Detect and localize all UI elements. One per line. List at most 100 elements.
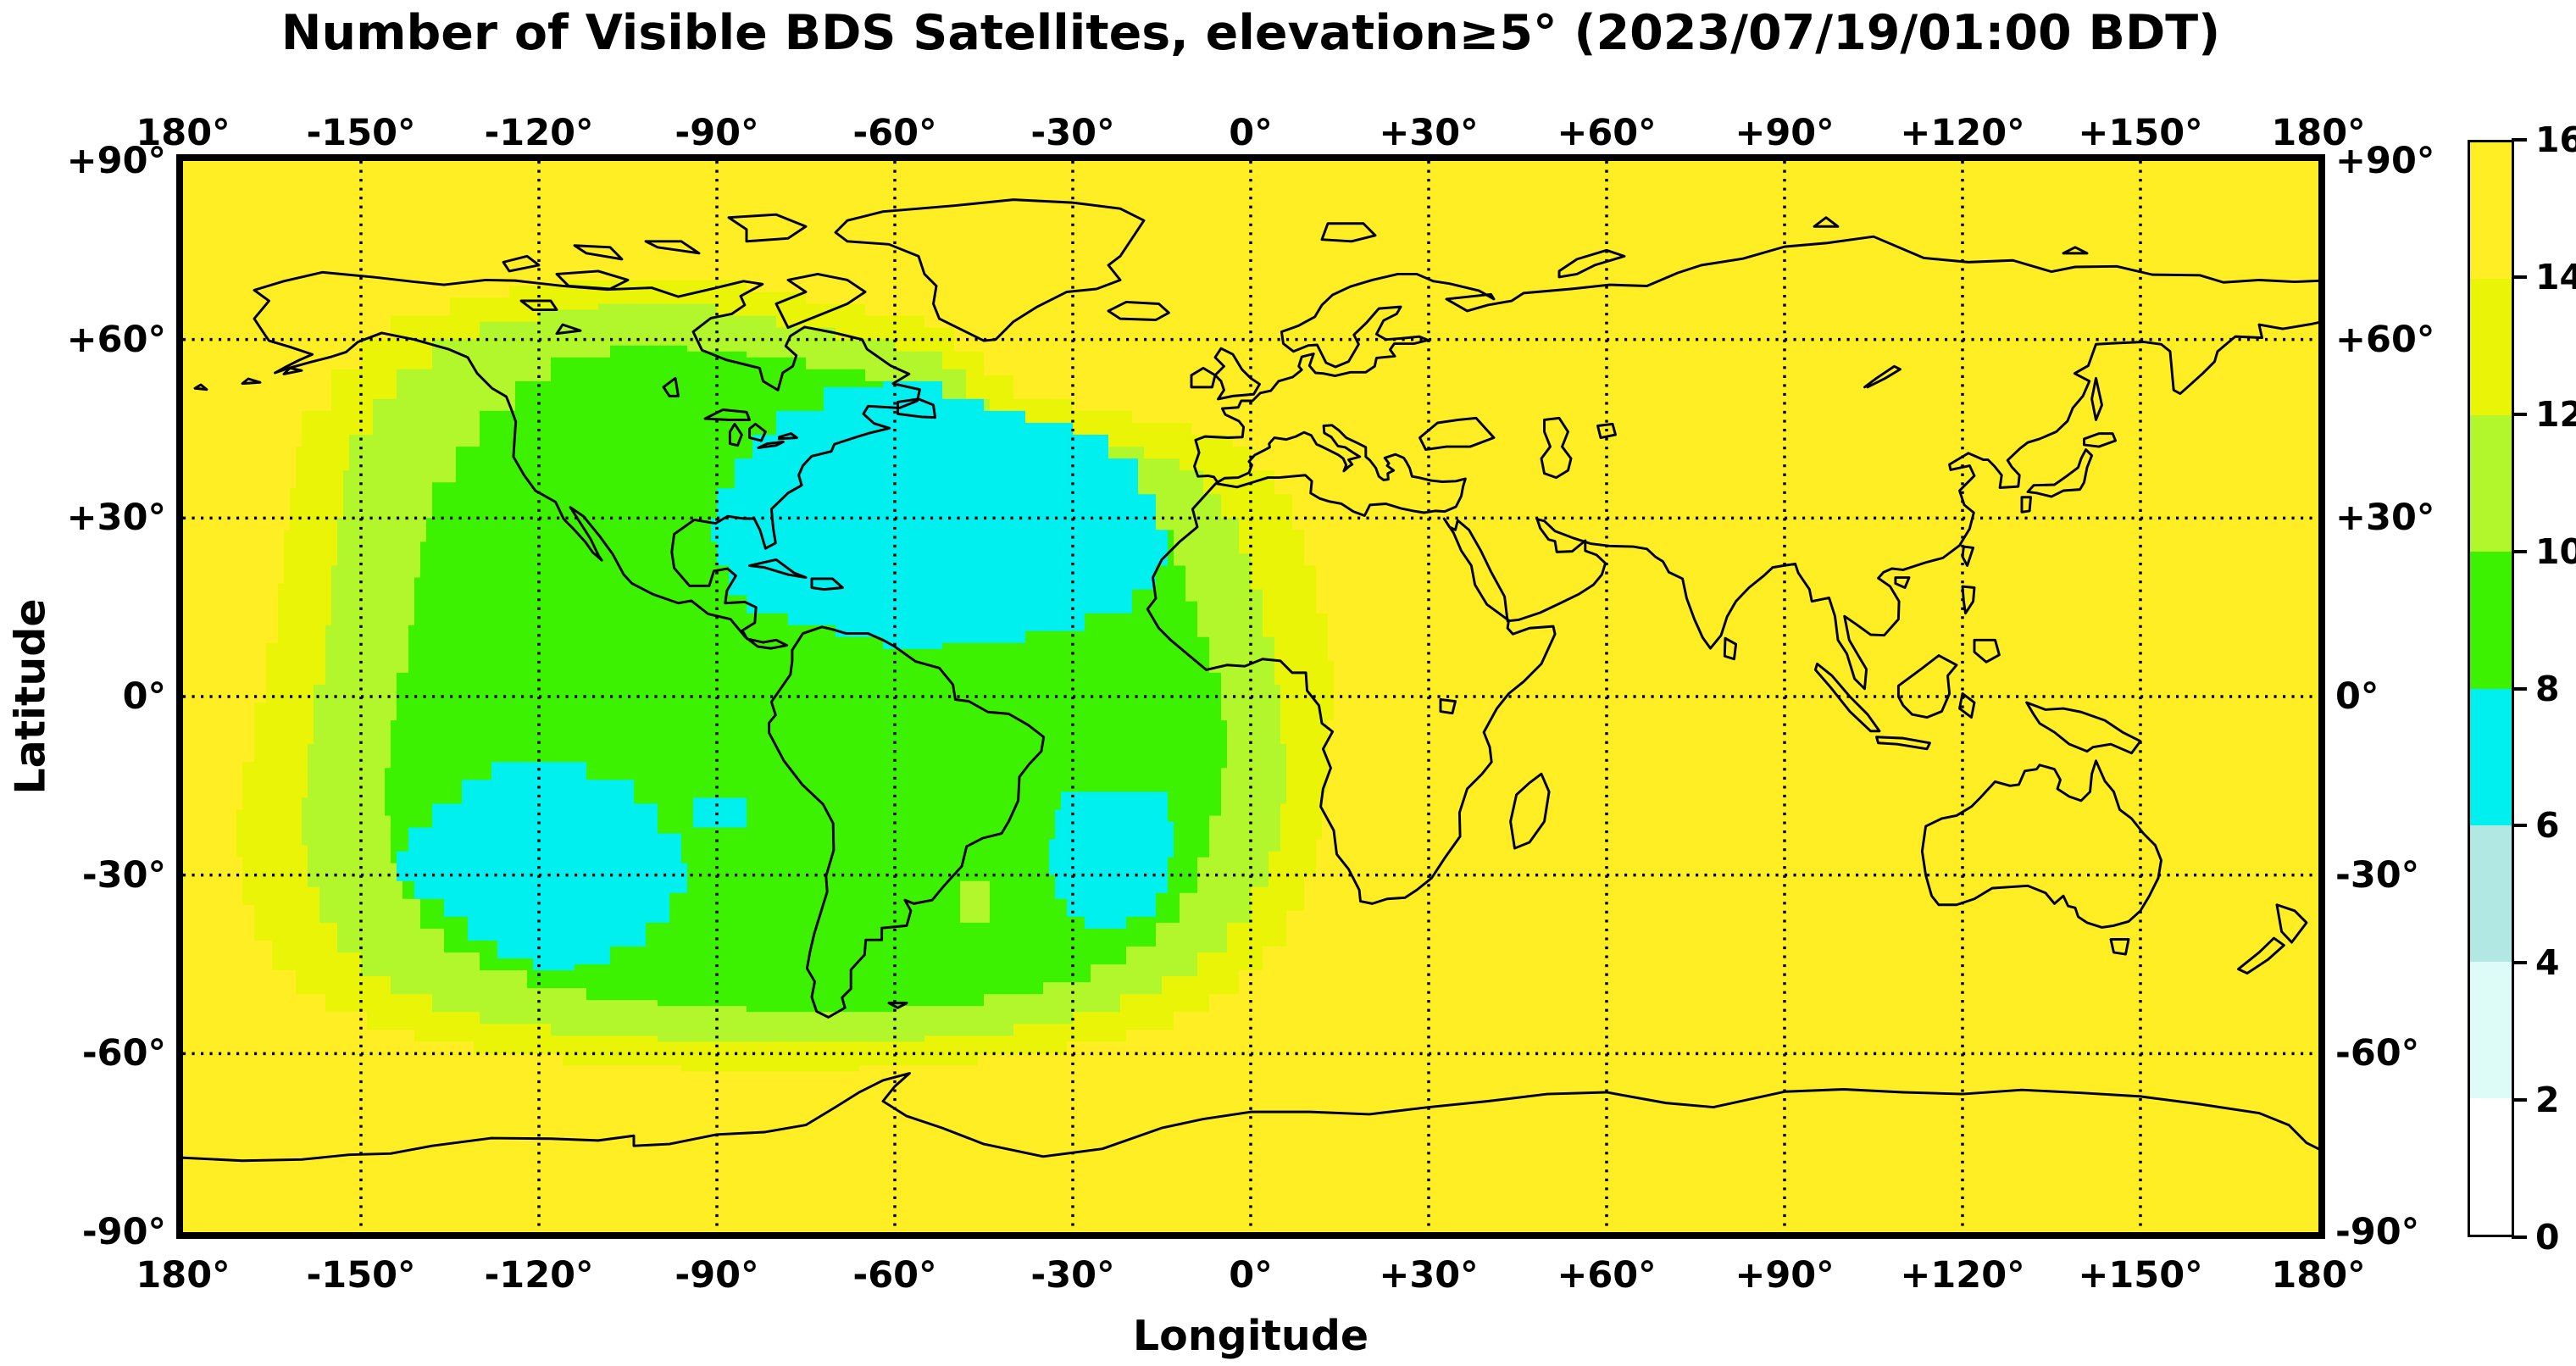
lat-tick-label-left: -90° xyxy=(81,1211,166,1253)
coastline-svalbard xyxy=(1320,222,1377,243)
coastline-aleutian-2 xyxy=(241,377,262,386)
plot-title: Number of Visible BDS Satellites, elevat… xyxy=(280,5,2221,61)
coastline-north-america xyxy=(253,270,921,650)
lon-tick-label-bottom: 180° xyxy=(2271,1254,2366,1297)
coastline-lake-erie xyxy=(757,440,785,449)
coastline-devon-island xyxy=(644,240,701,255)
coastline-taiwan xyxy=(1961,545,1975,567)
coastline-new-guinea xyxy=(2025,701,2142,755)
lon-tick-label-bottom: -60° xyxy=(852,1254,937,1297)
coastline-new-zealand-south xyxy=(2237,936,2285,975)
coastline-caspian-sea xyxy=(1540,416,1573,480)
coastline-luzon xyxy=(1961,585,1976,615)
coastline-black-sea xyxy=(1418,416,1496,452)
colorbar-tick-mark xyxy=(2512,275,2527,279)
band-region-6-8-galapagos-detached-cell xyxy=(693,797,747,828)
coastline-new-siberian-islands xyxy=(2062,246,2089,255)
lat-tick-label-right: 0° xyxy=(2335,675,2379,718)
lat-tick-label-right: +30° xyxy=(2335,497,2435,540)
lat-tick-label-left: +60° xyxy=(66,318,166,361)
coastline-sri-lanka xyxy=(1723,636,1738,661)
coastline-aleutian-1 xyxy=(193,383,208,391)
colorbar-segment-12-14 xyxy=(2470,279,2512,416)
lat-tick-label-left: +30° xyxy=(66,497,166,540)
colorbar-tick-mark xyxy=(2512,549,2527,553)
coastline-novaya-zemlya xyxy=(1557,248,1626,279)
lon-tick-label-top: -90° xyxy=(675,112,759,154)
lon-tick-label-bottom: -150° xyxy=(306,1254,416,1297)
coastline-borneo xyxy=(1896,654,1958,719)
colorbar-tick-label: 10 xyxy=(2535,530,2576,572)
coastline-mindanao xyxy=(1973,638,2001,664)
colorbar-tick-label: 2 xyxy=(2535,1080,2560,1121)
coastline-banks-island xyxy=(502,254,541,273)
colorbar-tick-label: 14 xyxy=(2535,256,2576,297)
lon-tick-label-bottom: +120° xyxy=(1900,1254,2025,1297)
colorbar-tick-label: 16 xyxy=(2535,119,2576,160)
coastline-falklands xyxy=(887,1002,908,1009)
coastline-hokkaido xyxy=(2083,432,2118,448)
band-region-10-12 xyxy=(960,880,990,923)
lon-tick-label-top: +60° xyxy=(1557,112,1657,154)
lat-tick-label-left: -60° xyxy=(81,1032,166,1075)
lon-tick-label-top: -150° xyxy=(306,112,416,154)
lat-tick-label-left: -30° xyxy=(81,853,166,897)
lon-tick-label-bottom: +30° xyxy=(1379,1254,1479,1297)
colorbar xyxy=(2468,140,2514,1237)
colorbar-segment-6-8 xyxy=(2470,688,2512,825)
coastline-greenland xyxy=(834,198,1146,342)
lon-tick-label-top: +90° xyxy=(1735,112,1835,154)
lon-tick-label-bottom: 180° xyxy=(136,1254,230,1297)
coastline-honshu xyxy=(2026,448,2094,498)
coastline-sakhalin xyxy=(2090,376,2103,421)
colorbar-segment-14-16 xyxy=(2470,142,2512,280)
coastline-lake-michigan xyxy=(728,422,743,447)
colorbar-segment-2-4 xyxy=(2470,961,2512,1098)
coastline-south-america xyxy=(768,625,1046,1019)
colorbar-tick-label: 12 xyxy=(2535,393,2576,435)
lon-tick-label-bottom: +150° xyxy=(2078,1254,2203,1297)
coastline-great-slave-lake xyxy=(555,323,582,336)
colorbar-segment-4-6 xyxy=(2470,825,2512,962)
coastline-lake-victoria xyxy=(1439,698,1457,715)
coastline-great-bear-lake xyxy=(519,299,558,312)
colorbar-tick-label: 6 xyxy=(2535,805,2560,847)
lon-tick-label-top: -30° xyxy=(1030,112,1115,154)
coastline-lake-ontario xyxy=(778,432,798,441)
lon-tick-label-bottom: -90° xyxy=(675,1254,759,1297)
lat-tick-label-right: +60° xyxy=(2335,318,2435,361)
colorbar-tick-mark xyxy=(2512,1098,2527,1102)
coastline-baffin-island xyxy=(774,272,867,330)
world-map-plot-area xyxy=(176,154,2325,1239)
coastline-hispaniola xyxy=(810,577,844,591)
coastline-aleutian-3 xyxy=(282,366,303,375)
lon-tick-label-bottom: +60° xyxy=(1557,1254,1657,1297)
colorbar-segment-10-12 xyxy=(2470,415,2512,553)
lat-tick-label-right: -60° xyxy=(2335,1032,2420,1075)
coastline-cuba xyxy=(748,558,808,580)
lon-tick-label-top: +150° xyxy=(2078,112,2203,154)
coastline-madagascar xyxy=(1509,772,1551,850)
coastline-sumatra xyxy=(1813,662,1881,733)
lon-tick-label-top: 180° xyxy=(136,112,230,154)
colorbar-tick-mark xyxy=(2512,686,2527,691)
colorbar-tick-label: 4 xyxy=(2535,942,2560,984)
coastline-ireland xyxy=(1190,366,1217,389)
coastline-kyushu xyxy=(2020,496,2032,514)
colorbar-tick-mark xyxy=(2512,1236,2527,1239)
lon-tick-label-bottom: +90° xyxy=(1735,1254,1835,1297)
coastline-victoria-island xyxy=(555,269,630,291)
coastline-australia xyxy=(1920,759,2162,929)
lat-tick-label-right: -30° xyxy=(2335,853,2420,897)
colorbar-segment-0-2 xyxy=(2470,1097,2512,1235)
colorbar-tick-mark xyxy=(2512,412,2527,416)
colorbar-segment-8-10 xyxy=(2470,552,2512,689)
band-region-6-8-southeast-pacific-minimum xyxy=(397,762,687,971)
colorbar-tick-mark xyxy=(2512,138,2527,142)
coastline-iceland xyxy=(1107,300,1170,321)
coastline-antarctica xyxy=(183,1072,2318,1163)
lat-tick-label-right: +90° xyxy=(2335,140,2435,182)
satellite-count-map xyxy=(183,161,2318,1232)
colorbar-tick-label: 8 xyxy=(2535,668,2560,709)
